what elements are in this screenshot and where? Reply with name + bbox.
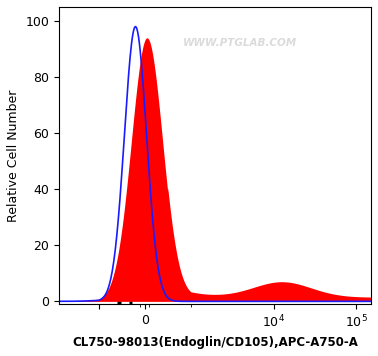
X-axis label: CL750-98013(Endoglin/CD105),APC-A750-A: CL750-98013(Endoglin/CD105),APC-A750-A	[72, 336, 358, 349]
Text: WWW.PTGLAB.COM: WWW.PTGLAB.COM	[183, 38, 297, 48]
Y-axis label: Relative Cell Number: Relative Cell Number	[7, 89, 20, 222]
